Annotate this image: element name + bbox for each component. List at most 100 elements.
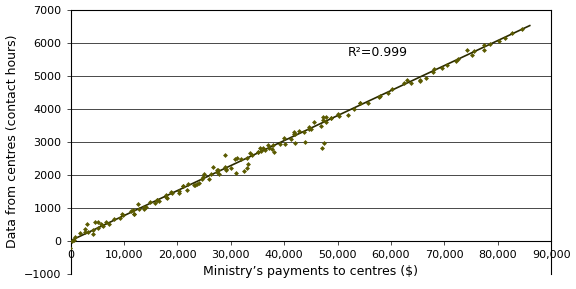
Point bbox=[116, 216, 125, 221]
Point bbox=[242, 166, 251, 170]
Point bbox=[194, 180, 203, 185]
Point bbox=[70, 234, 79, 239]
Point bbox=[403, 77, 412, 82]
Point bbox=[236, 157, 245, 162]
Point bbox=[263, 142, 272, 147]
Point bbox=[267, 147, 276, 151]
Point bbox=[130, 212, 139, 216]
Point bbox=[415, 79, 425, 83]
Point bbox=[84, 229, 93, 234]
Point bbox=[222, 166, 231, 171]
X-axis label: Ministry’s payments to centres ($): Ministry’s payments to centres ($) bbox=[203, 265, 418, 278]
Point bbox=[253, 149, 263, 154]
Point bbox=[178, 184, 187, 189]
Point bbox=[145, 200, 154, 204]
Point bbox=[321, 120, 331, 124]
Point bbox=[290, 131, 300, 136]
Point bbox=[134, 202, 143, 207]
Point bbox=[127, 208, 136, 213]
Point bbox=[161, 192, 170, 197]
Point bbox=[350, 107, 359, 112]
Point bbox=[155, 199, 164, 203]
Point bbox=[82, 222, 91, 227]
Point bbox=[179, 184, 188, 188]
Point bbox=[257, 148, 266, 153]
Point bbox=[207, 172, 216, 176]
Point bbox=[289, 132, 298, 136]
Point bbox=[495, 39, 504, 44]
Point bbox=[270, 149, 279, 154]
Point bbox=[98, 224, 107, 229]
Point bbox=[89, 232, 98, 236]
Point bbox=[232, 171, 241, 175]
Text: R²=0.999: R²=0.999 bbox=[348, 46, 408, 59]
Point bbox=[166, 190, 176, 194]
Point bbox=[320, 141, 329, 146]
Point bbox=[384, 90, 393, 95]
Point bbox=[192, 181, 201, 186]
Point bbox=[152, 197, 161, 202]
Point bbox=[174, 188, 183, 193]
Point bbox=[343, 112, 353, 117]
Point bbox=[318, 117, 327, 122]
Point bbox=[243, 161, 252, 166]
Point bbox=[65, 246, 74, 251]
Point bbox=[429, 70, 438, 74]
Point bbox=[305, 127, 314, 131]
Point bbox=[300, 129, 309, 134]
Point bbox=[139, 207, 149, 211]
Point bbox=[480, 47, 489, 52]
Point bbox=[104, 222, 113, 227]
Point bbox=[286, 137, 295, 142]
Point bbox=[290, 141, 300, 146]
Point bbox=[75, 231, 84, 236]
Point bbox=[422, 75, 431, 80]
Point bbox=[242, 155, 251, 160]
Point bbox=[253, 150, 263, 154]
Point bbox=[454, 56, 463, 61]
Point bbox=[189, 182, 198, 187]
Point bbox=[407, 81, 416, 86]
Point bbox=[161, 195, 170, 200]
Point bbox=[264, 146, 274, 151]
Point bbox=[167, 191, 176, 195]
Point bbox=[183, 182, 192, 186]
Point bbox=[355, 100, 365, 105]
Point bbox=[451, 58, 460, 63]
Point bbox=[480, 43, 489, 47]
Point bbox=[183, 188, 192, 193]
Point bbox=[240, 169, 249, 174]
Point bbox=[135, 206, 144, 211]
Point bbox=[139, 205, 149, 209]
Point bbox=[294, 129, 304, 133]
Point bbox=[212, 170, 221, 175]
Point bbox=[205, 176, 214, 181]
Point bbox=[486, 42, 495, 47]
Point bbox=[399, 81, 408, 85]
Point bbox=[208, 164, 217, 169]
Point bbox=[335, 114, 344, 118]
Point bbox=[443, 63, 452, 68]
Point bbox=[128, 208, 138, 212]
Point bbox=[67, 239, 77, 244]
Point bbox=[319, 115, 328, 119]
Point bbox=[119, 212, 128, 217]
Point bbox=[198, 176, 207, 181]
Point bbox=[258, 145, 267, 150]
Point bbox=[109, 217, 119, 222]
Point bbox=[89, 227, 98, 232]
Point bbox=[375, 94, 384, 98]
Point bbox=[200, 171, 209, 176]
Point bbox=[130, 211, 139, 216]
Point bbox=[268, 142, 278, 147]
Point bbox=[227, 166, 236, 171]
Point bbox=[163, 195, 172, 200]
Point bbox=[245, 151, 255, 155]
Point bbox=[374, 95, 384, 100]
Point bbox=[280, 136, 289, 140]
Point bbox=[276, 142, 285, 147]
Point bbox=[153, 198, 162, 202]
Point bbox=[316, 123, 325, 128]
Point bbox=[469, 49, 479, 54]
Point bbox=[150, 201, 160, 205]
